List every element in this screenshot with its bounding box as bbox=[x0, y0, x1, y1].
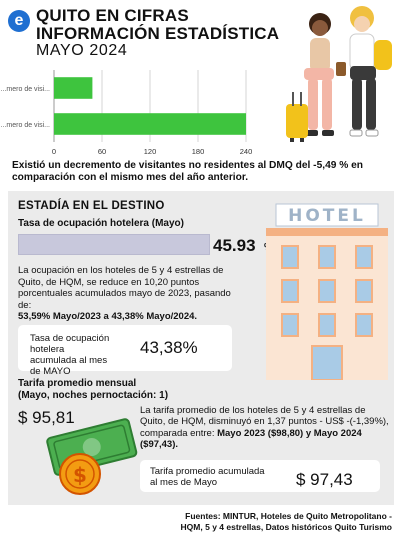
brand-logo: e bbox=[8, 10, 30, 32]
travelers-illustration bbox=[286, 6, 392, 142]
tarifa-card-label: Tarifa promedio acumulada al mes de Mayo bbox=[150, 466, 265, 488]
page-title: QUITO EN CIFRAS bbox=[36, 6, 189, 25]
tarifa-description: La tarifa promedio de los hoteles de 5 y… bbox=[140, 405, 389, 451]
coin-symbol: $ bbox=[73, 463, 87, 487]
money-icon: $ bbox=[46, 418, 138, 495]
visitors-bar-chart: 0 60 120 180 240 ...mero de visi... ...mero de… bbox=[0, 66, 262, 162]
y-category-label: ...mero de visi... bbox=[1, 122, 50, 129]
sources-footnote: Fuentes: MINTUR, Hoteles de Quito Metrop… bbox=[180, 511, 392, 532]
x-tick-label: 240 bbox=[240, 147, 253, 156]
occupancy-label: Tasa de ocupación hotelera (Mayo) bbox=[18, 218, 184, 229]
occupancy-card bbox=[18, 325, 232, 371]
tarifa-value: $ 95,81 bbox=[18, 408, 75, 427]
page-period: MAYO 2024 bbox=[36, 42, 128, 59]
chart-bar bbox=[54, 113, 246, 135]
occupancy-change: 53,59% Mayo/2023 a 43,38% Mayo/2024. bbox=[18, 311, 198, 322]
occupancy-card-value: 43,38% bbox=[140, 338, 198, 357]
hotel-building-icon: HOTEL bbox=[266, 203, 388, 380]
occupancy-bar bbox=[18, 234, 210, 255]
x-tick-label: 180 bbox=[192, 147, 205, 156]
x-tick-label: 0 bbox=[52, 147, 56, 156]
x-tick-label: 60 bbox=[98, 147, 106, 156]
occupancy-card-label: Tasa de ocupación hotelera acumulada al … bbox=[30, 333, 110, 377]
chart-bar bbox=[54, 77, 93, 99]
occupancy-value: 45.93 bbox=[213, 236, 256, 255]
hotel-sign-text: HOTEL bbox=[288, 206, 366, 226]
section-title: ESTADÍA EN EL DESTINO bbox=[18, 200, 165, 212]
tarifa-card bbox=[140, 460, 380, 492]
x-tick-label: 120 bbox=[144, 147, 157, 156]
tarifa-card-value: $ 97,43 bbox=[296, 470, 353, 489]
y-category-label: ...mero de visi... bbox=[1, 86, 50, 93]
occupancy-description: La ocupación en los hoteles de 5 y 4 est… bbox=[18, 265, 231, 311]
page-subtitle: INFORMACIÓN ESTADÍSTICA bbox=[36, 24, 280, 43]
visitors-summary: Existió un decremento de visitantes no r… bbox=[12, 160, 364, 183]
tarifa-label: Tarifa promedio mensual (Mayo, noches pe… bbox=[18, 378, 169, 401]
